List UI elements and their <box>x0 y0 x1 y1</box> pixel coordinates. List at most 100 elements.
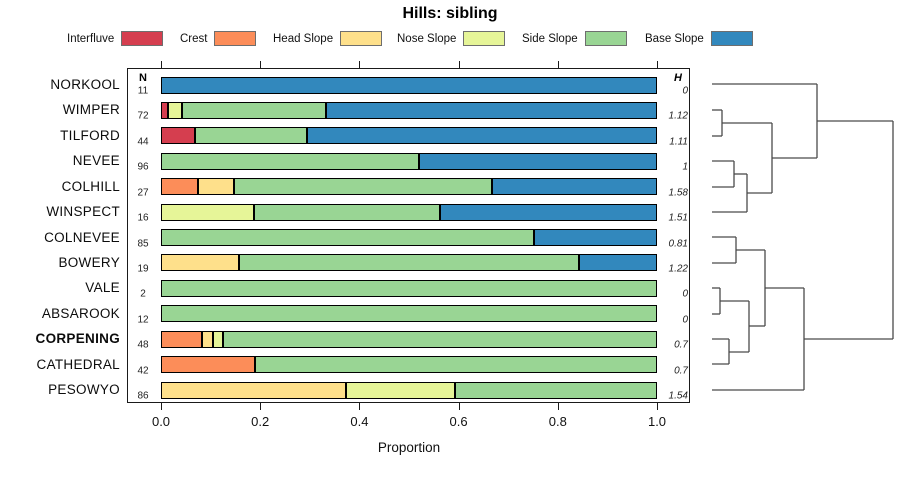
row-h-value: 1.22 <box>668 263 688 275</box>
plot-border-box <box>127 68 690 403</box>
legend-item-nose-slope: Nose Slope <box>397 30 506 47</box>
bar-segment-side-slope <box>181 101 327 119</box>
bar-segment-side-slope <box>455 381 657 399</box>
row-label: COLNEVEE <box>44 229 120 245</box>
axis-tick-top <box>359 61 361 68</box>
axis-tick-bottom <box>359 403 361 410</box>
bar-segment-nose-slope <box>212 330 223 348</box>
row-label: TILFORD <box>60 127 120 143</box>
legend-color-swatch <box>710 31 753 46</box>
bar-segment-side-slope <box>234 178 492 196</box>
bar-segment-base-slope <box>307 127 657 145</box>
bar-segment-crest <box>161 178 198 196</box>
row-h-value: 1.11 <box>669 136 688 148</box>
row-n-value: 42 <box>137 365 149 377</box>
row-h-value: 0 <box>682 288 688 300</box>
row-n-value: 44 <box>137 136 149 148</box>
axis-tick-bottom <box>657 403 658 410</box>
legend-label: Head Slope <box>273 32 334 45</box>
row-h-value: 1.54 <box>668 390 688 402</box>
row-label: CORPENING <box>35 331 120 347</box>
bar-segment-side-slope <box>255 356 657 374</box>
legend-label: Crest <box>180 32 208 45</box>
bar-segment-base-slope <box>440 203 657 221</box>
legend-label: Interfluve <box>67 32 115 45</box>
legend-label: Nose Slope <box>397 32 457 45</box>
bar-segment-side-slope <box>161 229 535 246</box>
bar-segment-side-slope <box>254 203 441 221</box>
bar-segment-head-slope <box>197 178 235 196</box>
legend-color-swatch <box>121 31 164 46</box>
row-n-value: 85 <box>137 238 149 249</box>
axis-tick-label: 0.0 <box>151 414 171 429</box>
legend-label: Side Slope <box>522 32 578 45</box>
legend-item-base-slope: Base Slope <box>645 30 753 47</box>
row-h-value: 1.58 <box>668 187 688 199</box>
bar-segment-side-slope <box>161 152 419 170</box>
row-n-value: 27 <box>137 187 149 199</box>
row-label: CATHEDRAL <box>36 356 120 372</box>
legend-color-swatch <box>214 31 257 46</box>
bar-segment-base-slope <box>418 152 657 170</box>
axis-tick-label: 0.8 <box>548 414 567 429</box>
axis-tick-bottom <box>458 403 460 410</box>
axis-tick-label: 0.6 <box>449 414 468 429</box>
bar-segment-interfluve <box>161 101 168 119</box>
legend-label: Base Slope <box>645 32 704 45</box>
axis-tick-top <box>161 61 162 68</box>
bar-segment-head-slope <box>202 330 213 348</box>
bar-segment-base-slope <box>326 101 657 119</box>
bar-segment-head-slope <box>161 254 240 272</box>
legend-color-swatch <box>340 31 383 46</box>
bar-segment-base-slope <box>491 178 657 196</box>
chart-title: Hills: sibling <box>402 5 498 22</box>
axis-tick-label: 0.2 <box>251 414 270 429</box>
row-n-value: 48 <box>137 339 149 351</box>
bar-segment-nose-slope <box>161 203 255 221</box>
legend-item-interfluve: Interfluve <box>67 30 164 47</box>
row-label: PESOWYO <box>48 382 120 397</box>
row-h-value: 0.7 <box>674 339 688 351</box>
row-h-value: 0.81 <box>668 238 688 249</box>
row-h-value: 0 <box>682 314 688 326</box>
row-h-value: 0 <box>682 85 688 97</box>
bar-segment-side-slope <box>161 305 657 323</box>
axis-tick-top <box>458 61 460 68</box>
bar-segment-base-slope <box>161 76 657 94</box>
row-n-value: 96 <box>137 161 149 173</box>
bar-segment-side-slope <box>194 127 308 145</box>
row-label: VALE <box>85 280 120 296</box>
x-axis-title: Proportion <box>377 440 441 455</box>
axis-tick-bottom <box>557 403 559 410</box>
row-n-value: 72 <box>137 110 149 122</box>
bar-segment-base-slope <box>534 229 657 246</box>
axis-tick-top <box>557 61 559 68</box>
legend-item-side-slope: Side Slope <box>522 30 627 47</box>
row-n-value: 11 <box>137 85 149 97</box>
row-n-value: 86 <box>137 390 149 402</box>
row-label: WINSPECT <box>46 204 120 220</box>
row-h-value: 1.12 <box>668 110 688 122</box>
bar-segment-head-slope <box>161 381 346 399</box>
bar-segment-crest <box>161 330 203 348</box>
row-label: NEVEE <box>72 153 120 169</box>
row-n-value: 19 <box>137 263 149 275</box>
bar-segment-nose-slope <box>167 101 182 119</box>
axis-tick-label: 0.4 <box>350 414 369 429</box>
row-label: COLHILL <box>61 178 120 194</box>
bar-segment-side-slope <box>239 254 579 272</box>
axis-tick-top <box>657 61 658 68</box>
axis-tick-top <box>260 61 262 68</box>
legend-item-head-slope: Head Slope <box>273 30 383 47</box>
row-n-value: 12 <box>137 314 149 326</box>
axis-tick-bottom <box>260 403 262 410</box>
legend-color-swatch <box>463 31 506 46</box>
legend-color-swatch <box>584 31 627 46</box>
bar-segment-side-slope <box>161 279 657 297</box>
row-label: BOWERY <box>58 254 120 270</box>
bar-segment-crest <box>161 356 256 374</box>
bar-segment-nose-slope <box>345 381 456 399</box>
n-column-header: N <box>139 72 147 84</box>
bar-segment-interfluve <box>161 127 195 145</box>
